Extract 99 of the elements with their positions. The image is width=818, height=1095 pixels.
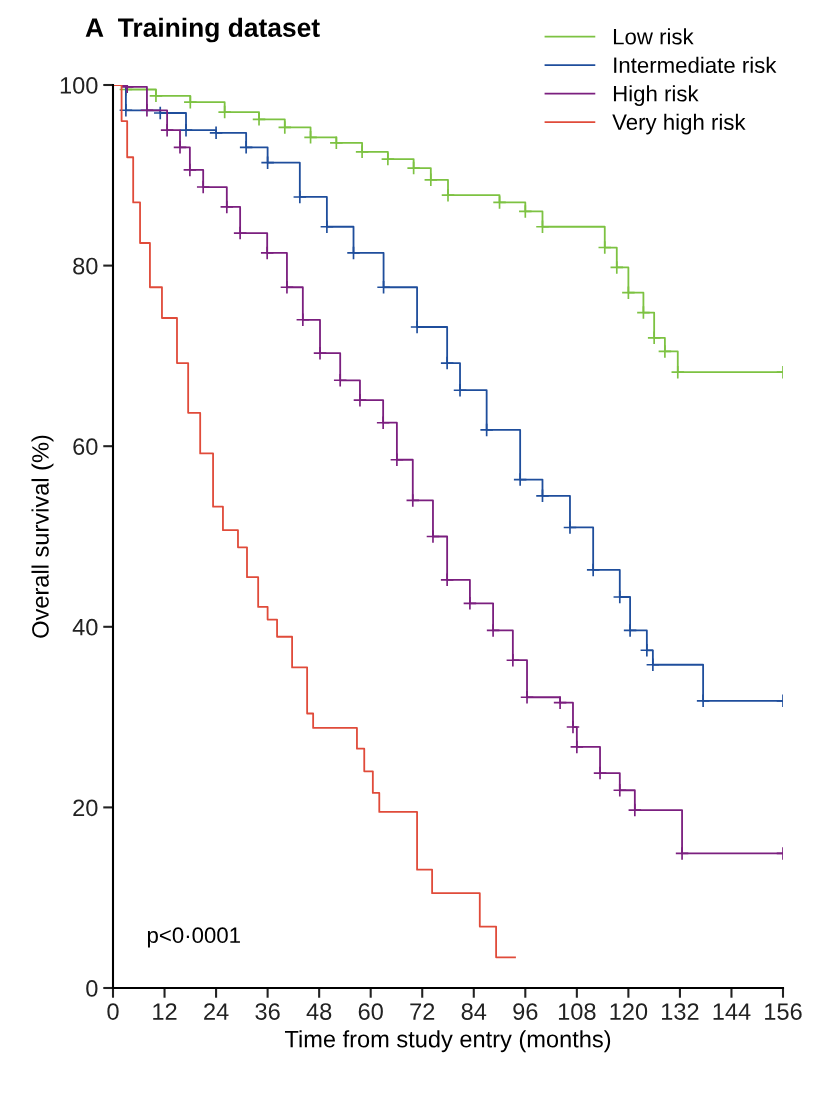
- y-tick-label: 40: [72, 618, 98, 636]
- y-tick-label: 0: [86, 980, 98, 997]
- point: [160, 123, 175, 138]
- point: [519, 690, 535, 705]
- point: [352, 393, 368, 408]
- point: [279, 280, 295, 295]
- point: [505, 653, 520, 668]
- point: [535, 219, 550, 234]
- point: [380, 151, 395, 167]
- point: [492, 195, 507, 210]
- point: [440, 356, 455, 371]
- point: [621, 285, 636, 300]
- point: [303, 130, 318, 145]
- point: [295, 312, 310, 327]
- point: [597, 240, 612, 255]
- legend-label: Intermediate risk: [614, 56, 777, 74]
- point: [513, 472, 528, 487]
- point: [183, 95, 198, 110]
- chart-title: A Training dataset: [85, 17, 320, 43]
- x-tick-label: 156: [765, 1003, 802, 1020]
- point: [674, 846, 690, 861]
- x-tick-label: 36: [255, 1003, 280, 1020]
- point: [217, 105, 232, 120]
- x-tick-label: 144: [713, 1003, 751, 1020]
- point: [406, 160, 421, 176]
- x-tick-label: 120: [610, 1003, 648, 1020]
- annotation: p<0·0001: [147, 927, 240, 948]
- point: [553, 695, 568, 710]
- point: [627, 803, 642, 818]
- legend-label: Low risk: [613, 28, 694, 45]
- legend-label: High risk: [613, 85, 699, 106]
- y-axis-title: Overall survival (%): [31, 435, 54, 638]
- point: [329, 135, 344, 150]
- point: [535, 488, 550, 503]
- point: [292, 189, 307, 205]
- point: [178, 123, 194, 138]
- point: [462, 596, 477, 611]
- point: [376, 415, 391, 430]
- x-tick-label: 96: [513, 1003, 538, 1020]
- point: [312, 346, 328, 361]
- point: [612, 783, 627, 798]
- point: [670, 365, 685, 380]
- point: [319, 219, 334, 234]
- point: [440, 572, 455, 587]
- x-tick-label: 0: [107, 1003, 119, 1020]
- point: [196, 179, 211, 195]
- point: [565, 719, 581, 735]
- point: [425, 529, 441, 544]
- point: [562, 520, 578, 535]
- y-tick-label: 80: [73, 257, 98, 275]
- point: [355, 144, 370, 159]
- x-tick-label: 60: [358, 1003, 383, 1020]
- point: [569, 739, 584, 754]
- point: [260, 155, 275, 170]
- point: [251, 112, 267, 127]
- point: [657, 344, 672, 359]
- point: [586, 562, 601, 577]
- point: [219, 199, 234, 214]
- point: [440, 188, 456, 203]
- point: [389, 452, 404, 467]
- point: [239, 140, 254, 155]
- point: [639, 643, 654, 658]
- point: [636, 305, 651, 320]
- point: [172, 140, 188, 155]
- x-axis-title: Time from study entry (months): [284, 1030, 611, 1053]
- point: [233, 226, 248, 241]
- y-tick-label: 20: [73, 799, 98, 817]
- point: [182, 162, 197, 177]
- point: [647, 330, 662, 345]
- point: [486, 623, 501, 638]
- point: [260, 245, 275, 261]
- point: [333, 373, 348, 388]
- point: [118, 103, 133, 118]
- point: [592, 766, 608, 781]
- point: [376, 280, 391, 295]
- y-tick-label: 100: [60, 77, 98, 94]
- x-tick-label: 24: [204, 1003, 229, 1020]
- y-tick-label: 60: [73, 438, 98, 455]
- point: [148, 88, 164, 103]
- legend-label: Very high risk: [612, 113, 746, 135]
- x-tick-label: 12: [153, 1003, 177, 1020]
- point: [139, 103, 155, 118]
- point: [423, 172, 438, 187]
- point: [609, 260, 624, 275]
- point: [696, 693, 711, 708]
- x-tick-label: 132: [662, 1003, 699, 1020]
- x-tick-label: 84: [461, 1003, 487, 1020]
- point: [452, 383, 468, 398]
- point: [645, 657, 660, 672]
- point: [479, 422, 494, 438]
- point: [208, 125, 224, 140]
- point: [623, 623, 638, 638]
- point: [518, 204, 533, 219]
- x-tick-label: 48: [306, 1003, 332, 1020]
- point: [277, 120, 292, 135]
- point: [346, 245, 361, 261]
- x-tick-label: 72: [410, 1003, 435, 1020]
- x-tick-label: 108: [558, 1003, 596, 1020]
- point: [405, 493, 420, 508]
